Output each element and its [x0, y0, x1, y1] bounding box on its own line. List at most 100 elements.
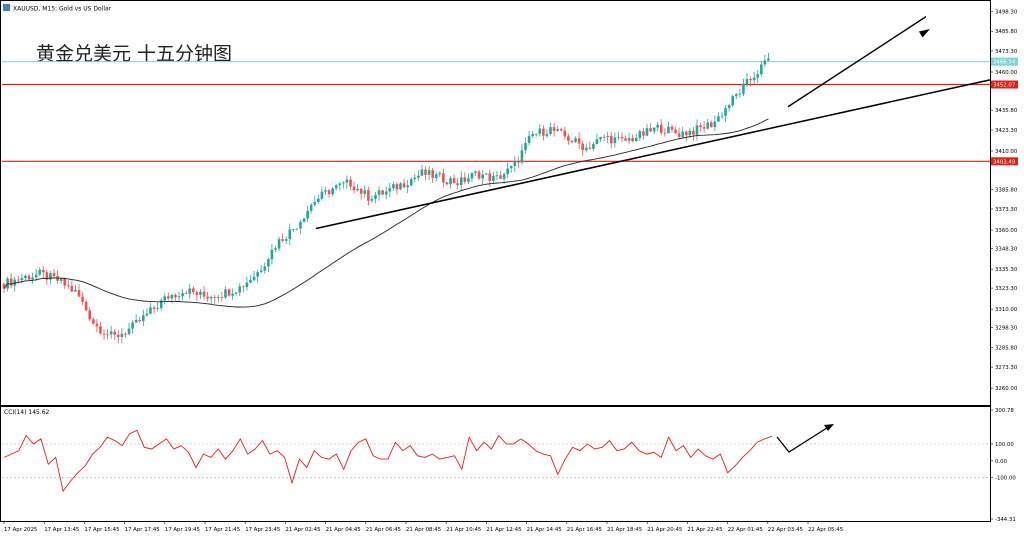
candle-body	[692, 130, 695, 135]
candle-body	[252, 276, 256, 281]
candle-body	[370, 199, 374, 201]
candle-body	[624, 138, 627, 141]
candle-body	[581, 143, 584, 150]
candle-body	[38, 270, 42, 275]
candle-body	[302, 218, 306, 222]
candle-body	[174, 294, 177, 298]
price-tick-label: 3423.30	[995, 128, 1018, 134]
candle-body	[363, 190, 367, 194]
candle-body	[181, 293, 184, 297]
price-tick-label: 3323.30	[995, 286, 1018, 292]
candle-body	[234, 292, 238, 294]
candle-body	[509, 165, 513, 169]
price-tick-label: 3460.00	[995, 70, 1018, 76]
candle-body	[667, 126, 670, 134]
time-tick-label: 21 Apr 16:45	[567, 527, 602, 533]
price-tick-label: 3435.80	[995, 108, 1018, 114]
candle-body	[388, 188, 392, 192]
candle-body	[609, 135, 613, 144]
candle-body	[463, 177, 467, 182]
candle-body	[49, 273, 52, 280]
candle-body	[524, 142, 527, 151]
time-tick-label: 21 Apr 18:45	[607, 527, 642, 533]
time-tick-label: 22 Apr 05:45	[808, 527, 843, 533]
candle-body	[431, 170, 434, 178]
candle-body	[727, 105, 731, 109]
candle-body	[138, 319, 142, 322]
time-tick-label: 21 Apr 06:45	[366, 527, 401, 533]
cci-tick-label: -100.00	[995, 476, 1016, 482]
cci-label: CCI(14) 145.62	[4, 409, 50, 416]
candle-body	[27, 275, 31, 280]
candle-body	[74, 289, 77, 292]
candle-body	[327, 190, 331, 195]
up-arrow-head	[919, 29, 930, 38]
candle-body	[734, 94, 738, 97]
candle-body	[499, 175, 502, 179]
candle-body	[184, 293, 188, 295]
price-tick-label: 3410.00	[995, 149, 1018, 155]
candle-body	[506, 168, 509, 175]
cci-tick-label: 300.78	[995, 408, 1014, 414]
candle-body	[552, 127, 556, 131]
candle-body	[345, 179, 349, 183]
candle-body	[424, 169, 427, 175]
candle-body	[742, 83, 745, 94]
candle-body	[384, 191, 388, 195]
moving-average-line	[3, 118, 769, 308]
candle-body	[520, 150, 524, 163]
candle-body	[574, 138, 577, 142]
candle-body	[620, 136, 624, 139]
resistance-upper-price-label: 3452.07	[993, 83, 1015, 89]
time-tick-label: 21 Apr 12:45	[486, 527, 521, 533]
candle-body	[720, 115, 724, 117]
candle-body	[192, 288, 195, 293]
candle-body	[34, 274, 38, 278]
price-tick-label: 3385.80	[995, 187, 1018, 193]
cci-line	[3, 429, 773, 493]
candle-body	[374, 194, 377, 200]
candle-body	[717, 116, 720, 122]
candle-body	[281, 239, 284, 241]
time-tick-label: 17 Apr 15:45	[84, 527, 119, 533]
candle-body	[267, 259, 270, 267]
candle-body	[231, 293, 234, 296]
candle-body	[592, 144, 595, 149]
price-tick-label: 3285.80	[995, 345, 1018, 351]
candle-body	[284, 239, 288, 241]
candle-body	[570, 140, 574, 142]
price-tick-label: 3260.00	[995, 386, 1018, 392]
candle-body	[242, 286, 245, 288]
candle-body	[342, 182, 345, 184]
candle-body	[434, 174, 438, 178]
candle-body	[695, 125, 699, 135]
candle-body	[63, 278, 67, 286]
candle-body	[134, 319, 138, 323]
time-tick-label: 17 Apr 13:45	[44, 527, 79, 533]
time-tick-label: 17 Apr 21:45	[205, 527, 240, 533]
candle-body	[320, 191, 324, 199]
bid-price-label: 3466.54	[993, 60, 1016, 66]
candle-body	[292, 229, 295, 231]
candle-body	[477, 171, 481, 179]
candle-body	[313, 202, 317, 205]
candle-body	[481, 174, 484, 179]
candle-body	[745, 79, 749, 84]
price-tick-label: 3273.30	[995, 365, 1018, 371]
bid-price-tag	[991, 57, 1018, 66]
cci-pane-frame	[0, 406, 991, 522]
candle-body	[24, 275, 27, 279]
time-tick-label: 21 Apr 14:45	[527, 527, 562, 533]
candle-body	[652, 127, 656, 132]
candle-body	[731, 96, 735, 106]
candle-body	[120, 333, 124, 337]
candle-body	[409, 179, 413, 186]
price-tick-label: 3485.80	[995, 29, 1018, 35]
candle-body	[709, 122, 713, 127]
price-tick-label: 3473.30	[995, 49, 1018, 55]
candle-body	[359, 188, 363, 194]
time-tick-label: 17 Apr 23:45	[245, 527, 280, 533]
candle-body	[149, 307, 152, 314]
